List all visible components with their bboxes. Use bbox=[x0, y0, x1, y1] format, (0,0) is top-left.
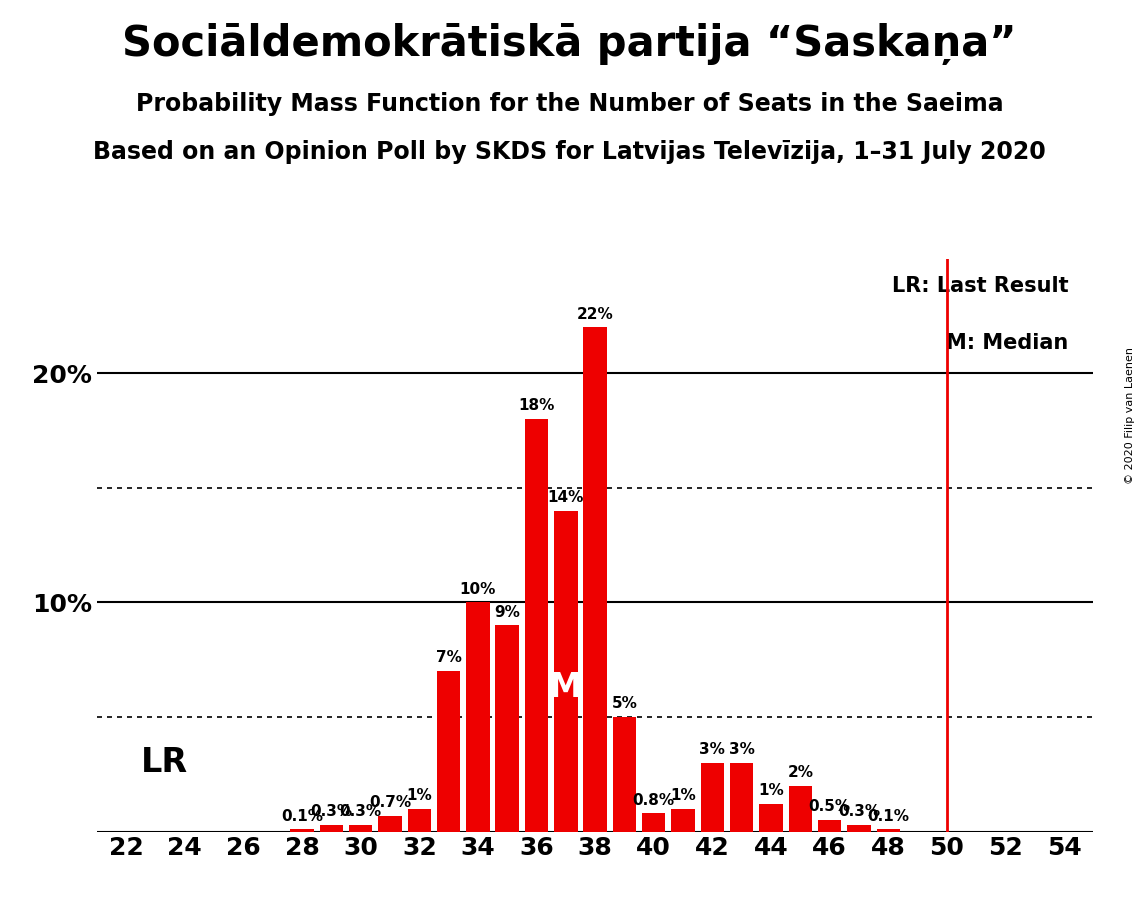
Text: LR: Last Result: LR: Last Result bbox=[892, 276, 1068, 296]
Text: Based on an Opinion Poll by SKDS for Latvijas Televīzija, 1–31 July 2020: Based on an Opinion Poll by SKDS for Lat… bbox=[93, 140, 1046, 164]
Text: 9%: 9% bbox=[494, 604, 521, 620]
Text: 14%: 14% bbox=[548, 490, 584, 505]
Bar bbox=[290, 830, 313, 832]
Bar bbox=[466, 602, 490, 832]
Bar bbox=[788, 785, 812, 832]
Bar bbox=[613, 717, 637, 832]
Bar bbox=[320, 825, 343, 832]
Text: 22%: 22% bbox=[576, 307, 614, 322]
Text: 3%: 3% bbox=[699, 742, 726, 757]
Bar bbox=[642, 813, 665, 832]
Bar bbox=[818, 821, 842, 832]
Text: 2%: 2% bbox=[787, 765, 813, 780]
Text: 3%: 3% bbox=[729, 742, 755, 757]
Text: 5%: 5% bbox=[612, 697, 638, 711]
Bar bbox=[671, 808, 695, 832]
Text: 0.5%: 0.5% bbox=[809, 799, 851, 814]
Bar bbox=[408, 808, 431, 832]
Bar bbox=[730, 763, 753, 832]
Text: 0.7%: 0.7% bbox=[369, 795, 411, 809]
Text: LR: LR bbox=[141, 747, 188, 779]
Text: M: Median: M: Median bbox=[947, 334, 1068, 353]
Bar bbox=[437, 671, 460, 832]
Text: M: M bbox=[549, 671, 582, 704]
Bar bbox=[700, 763, 724, 832]
Bar bbox=[877, 830, 900, 832]
Text: 1%: 1% bbox=[670, 788, 696, 803]
Bar bbox=[847, 825, 870, 832]
Bar bbox=[583, 327, 607, 832]
Text: 0.1%: 0.1% bbox=[867, 808, 909, 823]
Text: 0.3%: 0.3% bbox=[838, 804, 880, 819]
Bar bbox=[760, 804, 782, 832]
Text: © 2020 Filip van Laenen: © 2020 Filip van Laenen bbox=[1125, 347, 1134, 484]
Text: 18%: 18% bbox=[518, 398, 555, 413]
Text: Probability Mass Function for the Number of Seats in the Saeima: Probability Mass Function for the Number… bbox=[136, 92, 1003, 116]
Text: 0.8%: 0.8% bbox=[632, 793, 674, 808]
Text: 0.3%: 0.3% bbox=[339, 804, 382, 819]
Text: 10%: 10% bbox=[460, 582, 497, 597]
Text: 7%: 7% bbox=[435, 650, 461, 665]
Bar bbox=[495, 626, 519, 832]
Text: 1%: 1% bbox=[407, 788, 432, 803]
Text: 1%: 1% bbox=[759, 784, 784, 798]
Bar bbox=[554, 511, 577, 832]
Text: Sociāldemokrātiskā partija “Saskaņa”: Sociāldemokrātiskā partija “Saskaņa” bbox=[122, 23, 1017, 65]
Bar bbox=[525, 419, 548, 832]
Bar bbox=[349, 825, 372, 832]
Text: 0.1%: 0.1% bbox=[281, 808, 323, 823]
Text: 0.3%: 0.3% bbox=[310, 804, 352, 819]
Bar bbox=[378, 816, 402, 832]
